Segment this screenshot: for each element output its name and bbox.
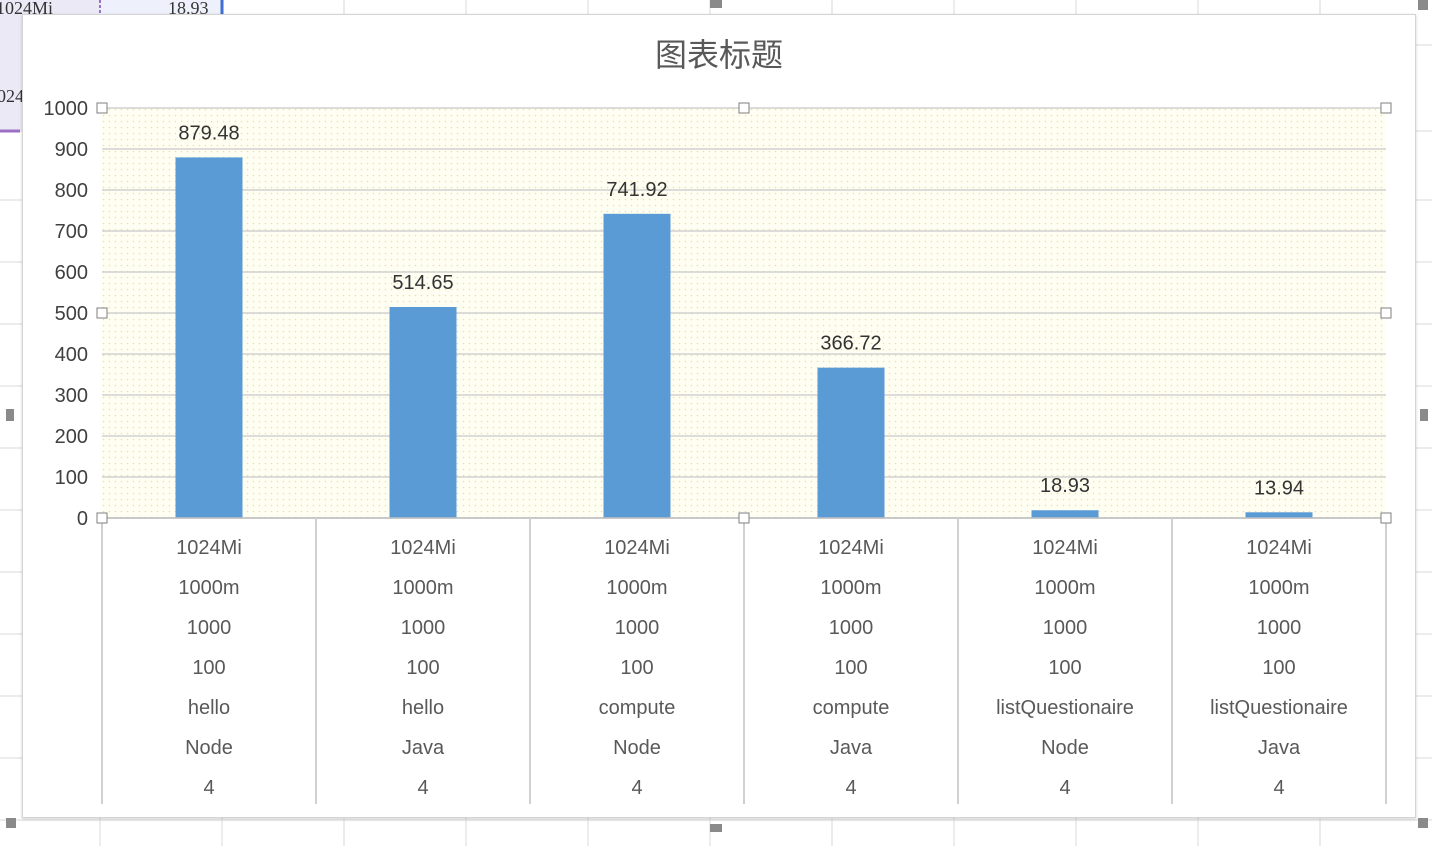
x-tick-label: 1000m: [820, 577, 881, 599]
bar[interactable]: [389, 306, 457, 518]
y-tick-label: 500: [55, 303, 88, 325]
cell-fragment-2: 18.93: [168, 0, 209, 18]
x-tick-label: 4: [203, 777, 214, 799]
y-tick-label: 400: [55, 344, 88, 366]
x-tick-label: Java: [1258, 737, 1301, 759]
y-tick-label: 600: [55, 262, 88, 284]
data-labels: 879.48 514.65 741.92 366.72 18.93 13.94: [178, 122, 1304, 499]
plot-selection-handles[interactable]: [96, 102, 1392, 524]
x-tick-label: 1000: [401, 617, 446, 639]
x-tick-label: 1000: [187, 617, 232, 639]
x-tick-label: 1024Mi: [1032, 537, 1098, 559]
y-tick-label: 100: [55, 467, 88, 489]
x-tick-label: listQuestionaire: [996, 697, 1134, 719]
x-tick-label: 1024Mi: [818, 537, 884, 559]
x-tick-label: hello: [188, 697, 230, 719]
x-tick-label: Java: [402, 737, 445, 759]
x-tick-label: 100: [620, 657, 653, 679]
x-tick-label: 1000: [615, 617, 660, 639]
x-tick-label: 1000m: [392, 577, 453, 599]
bar[interactable]: [817, 367, 885, 518]
x-tick-label: 1000: [1043, 617, 1088, 639]
plot-resize-handle[interactable]: [738, 512, 750, 524]
plot-resize-handle[interactable]: [96, 307, 108, 319]
sheet-resize-handle-bottom[interactable]: [710, 824, 722, 832]
x-tick-label: 1000: [829, 617, 874, 639]
x-tick-label: 100: [1048, 657, 1081, 679]
chart-title[interactable]: 图表标题: [655, 36, 783, 74]
x-tick-label: 4: [631, 777, 642, 799]
y-tick-label: 800: [55, 180, 88, 202]
y-tick-label: 300: [55, 385, 88, 407]
x-tick-label: 1000m: [178, 577, 239, 599]
cell-fragment-1: 1024Mi: [0, 0, 53, 18]
data-label: 366.72: [820, 333, 881, 355]
y-tick-label: 0: [77, 508, 88, 530]
x-tick-label: 100: [406, 657, 439, 679]
x-tick-label: Java: [830, 737, 873, 759]
x-tick-label: 100: [1262, 657, 1295, 679]
data-label: 18.93: [1040, 475, 1090, 497]
data-label: 741.92: [606, 179, 667, 201]
y-tick-label: 200: [55, 426, 88, 448]
x-tick-label: 100: [192, 657, 225, 679]
x-tick-label: 4: [1273, 777, 1284, 799]
x-tick-label: listQuestionaire: [1210, 697, 1348, 719]
x-tick-label: 1000m: [606, 577, 667, 599]
data-label: 879.48: [178, 122, 239, 144]
x-tick-label: 1024Mi: [604, 537, 670, 559]
plot-resize-handle[interactable]: [738, 102, 750, 114]
plot-resize-handle[interactable]: [96, 102, 108, 114]
plot-resize-handle[interactable]: [1380, 307, 1392, 319]
bar[interactable]: [603, 213, 671, 518]
sheet-resize-handle-corner-br[interactable]: [1418, 818, 1428, 828]
sheet-resize-handle-left[interactable]: [6, 409, 14, 421]
plot-resize-handle[interactable]: [96, 512, 108, 524]
y-tick-label: 900: [55, 139, 88, 161]
bars: [175, 157, 1313, 518]
sheet-resize-handle-corner-tr[interactable]: [1418, 0, 1428, 10]
x-tick-label: compute: [813, 697, 890, 719]
y-axis-ticks: 0 100 200 300 400 500 600 700 800 900 1000: [44, 98, 89, 530]
x-axis: 1024Mi 1000m 1000 100 hello Node 4 1024Mi 1000m 1…: [101, 517, 1387, 804]
x-tick-label: Node: [185, 737, 233, 759]
x-tick-label: 4: [845, 777, 856, 799]
x-tick-label: 100: [834, 657, 867, 679]
y-tick-label: 1000: [44, 98, 89, 120]
x-tick-label: hello: [402, 697, 444, 719]
x-tick-label: 1000m: [1248, 577, 1309, 599]
sheet-resize-handle-corner-bl[interactable]: [6, 818, 16, 828]
plot-resize-handle[interactable]: [1380, 512, 1392, 524]
x-tick-label: 1024Mi: [176, 537, 242, 559]
x-tick-label: Node: [1041, 737, 1089, 759]
bar[interactable]: [175, 157, 243, 518]
y-tick-label: 700: [55, 221, 88, 243]
x-tick-label: 4: [417, 777, 428, 799]
x-tick-label: 1000: [1257, 617, 1302, 639]
x-tick-label: 1024Mi: [390, 537, 456, 559]
data-label: 13.94: [1254, 477, 1304, 499]
cell-fragment-3: 1024: [0, 86, 24, 106]
sheet-resize-handle-right[interactable]: [1420, 409, 1428, 421]
data-label: 514.65: [392, 272, 453, 294]
x-tick-label: 1000m: [1034, 577, 1095, 599]
bar[interactable]: [1031, 510, 1099, 518]
bar[interactable]: [1245, 512, 1313, 518]
x-tick-label: compute: [599, 697, 676, 719]
plot-resize-handle[interactable]: [1380, 102, 1392, 114]
x-tick-label: 1024Mi: [1246, 537, 1312, 559]
x-tick-label: Node: [613, 737, 661, 759]
x-tick-label: 4: [1059, 777, 1070, 799]
sheet-resize-handle-top[interactable]: [710, 0, 722, 8]
